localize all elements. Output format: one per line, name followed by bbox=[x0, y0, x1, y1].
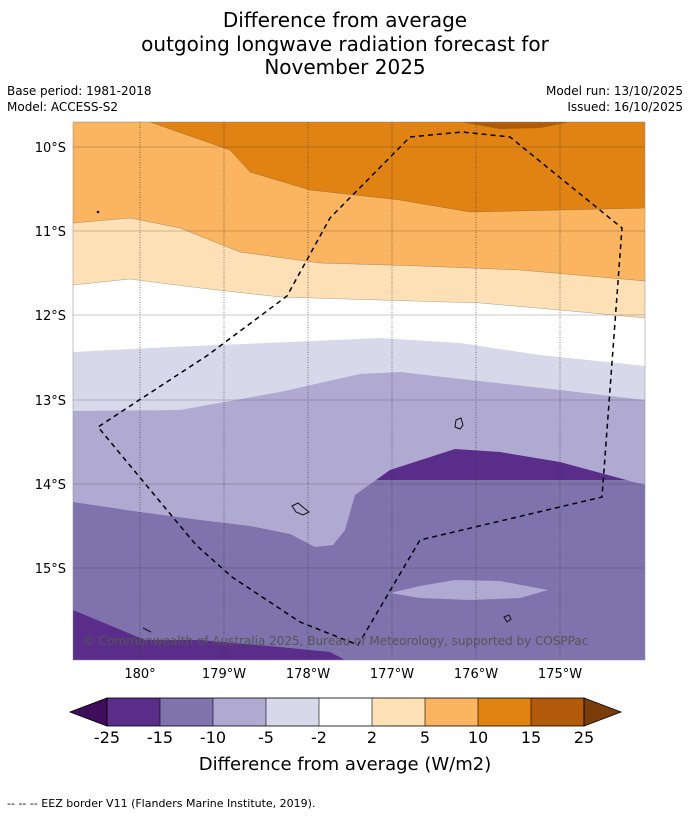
colorbar-swatch bbox=[372, 698, 425, 726]
band-15-to-25 bbox=[460, 122, 570, 129]
island-rotuma bbox=[291, 502, 310, 516]
colorbar-arrow-high bbox=[583, 697, 623, 727]
lat-label: 14°S bbox=[35, 478, 66, 493]
island-small bbox=[503, 614, 512, 623]
lon-label: 178°W bbox=[286, 667, 330, 682]
lat-label: 12°S bbox=[35, 309, 66, 324]
band-10-to-15 bbox=[150, 122, 645, 212]
anomaly-field: © Commonwealth of Australia 2025, Bureau… bbox=[73, 122, 645, 660]
colorbar-tick: 2 bbox=[367, 728, 377, 747]
colorbar-swatch bbox=[478, 698, 531, 726]
colorbar-tick: 15 bbox=[521, 728, 541, 747]
colorbar-label: Difference from average (W/m2) bbox=[199, 754, 491, 775]
island-dash bbox=[142, 627, 152, 633]
lat-label: 15°S bbox=[35, 562, 66, 577]
lon-labels: 180° 179°W 178°W 177°W 176°W 175°W bbox=[124, 667, 582, 682]
contour-lines bbox=[73, 122, 645, 319]
colorbar-swatch bbox=[425, 698, 478, 726]
issued-date: Issued: 16/10/2025 bbox=[567, 100, 683, 114]
colorbar-dividers bbox=[159, 698, 532, 726]
colorbar-tick: -25 bbox=[94, 728, 120, 747]
lat-labels: 10°S 11°S 12°S 13°S 14°S 15°S bbox=[35, 141, 66, 577]
colorbar-frame bbox=[106, 697, 585, 727]
title-line-1: Difference from average bbox=[222, 8, 468, 32]
eez-footnote: -- -- -- EEZ border V11 (Flanders Marine… bbox=[7, 797, 316, 810]
lon-label: 179°W bbox=[202, 667, 246, 682]
colorbar-tick: -2 bbox=[311, 728, 327, 747]
colorbar-swatch bbox=[531, 698, 584, 726]
gridlines bbox=[73, 122, 645, 660]
colorbar-swatch bbox=[107, 698, 160, 726]
lon-label: 180° bbox=[124, 667, 155, 682]
map-frame bbox=[72, 121, 646, 661]
band-minus-15-to-10 bbox=[73, 480, 645, 660]
lon-label: 176°W bbox=[454, 667, 498, 682]
colorbar-swatch bbox=[266, 698, 319, 726]
anomaly-patch bbox=[390, 580, 548, 600]
island-vanua-levu bbox=[454, 417, 464, 430]
colorbar-tick: 5 bbox=[420, 728, 430, 747]
colorbar-arrow-low bbox=[68, 697, 108, 727]
islands bbox=[96, 210, 512, 633]
colorbar-swatch bbox=[319, 698, 372, 726]
lat-label: 13°S bbox=[35, 394, 66, 409]
model-run: Model run: 13/10/2025 bbox=[545, 84, 683, 98]
model-name: Model: ACCESS-S2 bbox=[7, 100, 119, 114]
title-line-2: outgoing longwave radiation forecast for bbox=[141, 32, 549, 56]
lon-label: 175°W bbox=[538, 667, 582, 682]
colorbar-tick: -5 bbox=[258, 728, 274, 747]
colorbar-tick: -10 bbox=[200, 728, 226, 747]
island-dot bbox=[96, 210, 100, 214]
colorbar-tick: 10 bbox=[468, 728, 488, 747]
lon-label: 177°W bbox=[370, 667, 414, 682]
copyright-text: © Commonwealth of Australia 2025, Bureau… bbox=[83, 634, 588, 648]
lat-label: 10°S bbox=[35, 141, 66, 156]
colorbar-ticks: -25 -15 -10 -5 -2 2 5 10 15 25 bbox=[94, 728, 594, 747]
colorbar-swatch bbox=[160, 698, 213, 726]
colorbar-swatch bbox=[213, 698, 266, 726]
eez-border bbox=[96, 131, 623, 646]
colorbar-tick: 25 bbox=[574, 728, 594, 747]
colorbar bbox=[68, 697, 623, 727]
map-figure: © Commonwealth of Australia 2025, Bureau… bbox=[35, 121, 646, 775]
title-line-3: November 2025 bbox=[264, 55, 426, 79]
colorbar-tick: -15 bbox=[147, 728, 173, 747]
lat-label: 11°S bbox=[35, 225, 66, 240]
base-period: Base period: 1981-2018 bbox=[7, 84, 152, 98]
